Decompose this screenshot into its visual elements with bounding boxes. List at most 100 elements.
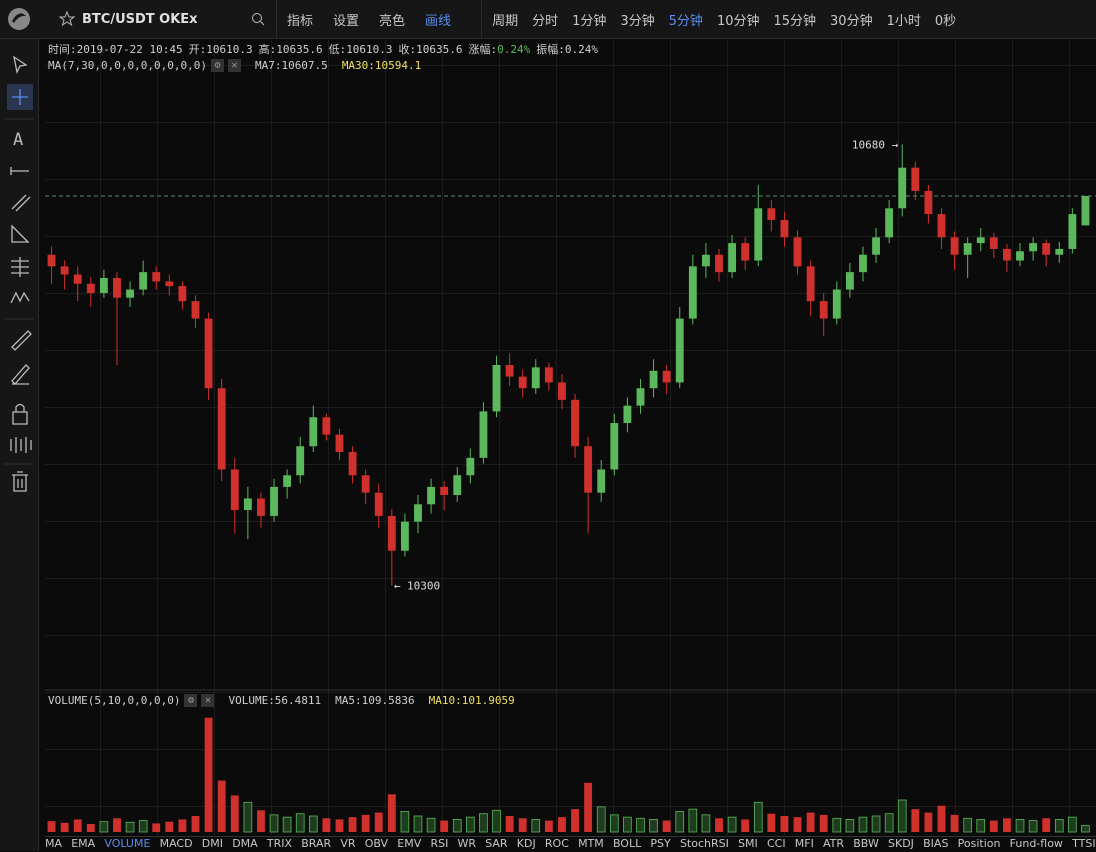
- period-button[interactable]: 1小时: [886, 13, 921, 29]
- volume-bar: [675, 811, 685, 833]
- period-button[interactable]: 0秒: [934, 13, 957, 29]
- indicator-tab[interactable]: MACD: [159, 837, 193, 850]
- channel-tool[interactable]: [11, 194, 31, 212]
- wave-tool[interactable]: [10, 291, 30, 304]
- separator: [276, 0, 277, 38]
- volume-bar: [125, 821, 135, 833]
- line-tool[interactable]: [10, 167, 29, 175]
- indicator-tab[interactable]: DMA: [232, 837, 258, 850]
- period-button[interactable]: 15分钟: [773, 13, 817, 29]
- volume-bar: [113, 818, 121, 832]
- settings-button[interactable]: ⚙: [210, 59, 224, 72]
- ruler-tool[interactable]: [11, 330, 32, 351]
- settings-button[interactable]: ⚙: [184, 694, 198, 707]
- close-button[interactable]: ✕: [201, 694, 215, 707]
- tool-button[interactable]: 亮色: [379, 13, 406, 29]
- candle-body: [571, 399, 579, 447]
- tool-button[interactable]: 设置: [333, 13, 360, 29]
- pointer-tool[interactable]: [13, 55, 28, 74]
- indicator-tab[interactable]: BBW: [853, 837, 879, 850]
- indicator-tab[interactable]: MTM: [578, 837, 604, 850]
- candle-body: [1081, 196, 1090, 226]
- candle-body: [492, 365, 501, 412]
- volume-bar: [86, 824, 95, 832]
- lock-tool[interactable]: [12, 403, 28, 425]
- volume-bar: [269, 814, 279, 833]
- close-button[interactable]: ✕: [227, 59, 241, 72]
- candle-body: [427, 486, 436, 505]
- fib-tool[interactable]: [11, 257, 29, 277]
- indicator-tab[interactable]: MA: [45, 837, 63, 850]
- candle-body: [296, 446, 305, 476]
- triangle-tool[interactable]: [11, 224, 30, 243]
- search-icon[interactable]: [250, 11, 266, 27]
- indicator-tab[interactable]: BIAS: [923, 837, 949, 850]
- text-tool[interactable]: A: [13, 130, 23, 150]
- indicator-tab[interactable]: StochRSI: [679, 837, 729, 850]
- indicator-tab[interactable]: SKDJ: [888, 837, 914, 850]
- tool-button[interactable]: 指标: [287, 13, 314, 29]
- symbol[interactable]: BTC/USDT OKEx: [82, 11, 198, 27]
- indicator-tab[interactable]: CCI: [766, 837, 786, 850]
- volume-bar: [138, 820, 148, 833]
- indicator-tab[interactable]: EMV: [397, 837, 422, 850]
- indicator-tab[interactable]: RSI: [430, 837, 449, 850]
- volume-bar: [544, 820, 553, 832]
- indicator-tab[interactable]: TRIX: [266, 837, 293, 850]
- indicator-tab[interactable]: SMI: [738, 837, 758, 850]
- indicator-tab[interactable]: OBV: [364, 837, 389, 850]
- indicator-tab[interactable]: MFI: [794, 837, 814, 850]
- favorite-star[interactable]: [58, 10, 76, 28]
- volume-bar: [649, 819, 658, 833]
- candle-body: [741, 243, 750, 261]
- indicator-tab[interactable]: BRAR: [301, 837, 332, 850]
- indicator-tab[interactable]: ATR: [823, 837, 845, 850]
- period-button[interactable]: 10分钟: [716, 13, 760, 29]
- volume-bar: [204, 717, 213, 832]
- period-button[interactable]: 分时: [532, 13, 559, 29]
- indicator-tab[interactable]: WR: [457, 837, 477, 850]
- indicator-tab[interactable]: SAR: [485, 837, 508, 850]
- indicator-tab[interactable]: KDJ: [516, 837, 536, 850]
- indicator-tab[interactable]: VOLUME: [104, 837, 151, 850]
- indicator-tab[interactable]: PSY: [650, 837, 671, 850]
- period-button[interactable]: 1分钟: [572, 13, 607, 29]
- candle-body: [963, 243, 972, 255]
- indicator-tab[interactable]: BOLL: [612, 837, 642, 850]
- indicator-tab[interactable]: DMI: [201, 837, 223, 850]
- volume-bar: [741, 819, 750, 832]
- indicator-tab[interactable]: Position: [957, 837, 1001, 850]
- candle-body: [558, 382, 566, 400]
- crosshair-tool[interactable]: [12, 89, 28, 105]
- candle-body: [191, 301, 200, 319]
- volume-bar: [466, 816, 475, 833]
- volume-bar: [413, 815, 423, 833]
- indicator-tab[interactable]: EMA: [71, 837, 96, 850]
- tool-button[interactable]: 画线: [425, 13, 452, 29]
- indicator-tab[interactable]: VR: [340, 837, 356, 850]
- volume-bar: [452, 819, 462, 833]
- indicator-tab[interactable]: TTSI: [1072, 837, 1096, 850]
- volume-bar: [924, 812, 933, 832]
- candle-body: [230, 469, 239, 511]
- period-button[interactable]: 3分钟: [620, 13, 655, 29]
- volume-bar: [963, 817, 972, 833]
- period-button[interactable]: 30分钟: [830, 13, 873, 29]
- high-label: 10680 →: [852, 138, 899, 151]
- candles-tool[interactable]: [10, 437, 32, 453]
- volume-bar: [1003, 818, 1011, 832]
- indicator-tab[interactable]: ROC: [544, 837, 569, 850]
- delete-tool[interactable]: [12, 471, 28, 492]
- volume-bar: [976, 819, 986, 833]
- indicator-tab[interactable]: Fund-flow: [1009, 837, 1063, 850]
- period-label[interactable]: 周期: [492, 13, 519, 29]
- candle-body: [701, 254, 710, 267]
- candle-body: [270, 486, 278, 516]
- brush-tool[interactable]: [11, 364, 30, 385]
- volume-bar: [47, 821, 56, 832]
- candle-body: [662, 370, 671, 383]
- period-button[interactable]: 5分钟: [668, 13, 703, 29]
- candle-body: [885, 208, 894, 238]
- volume-bar: [492, 809, 501, 833]
